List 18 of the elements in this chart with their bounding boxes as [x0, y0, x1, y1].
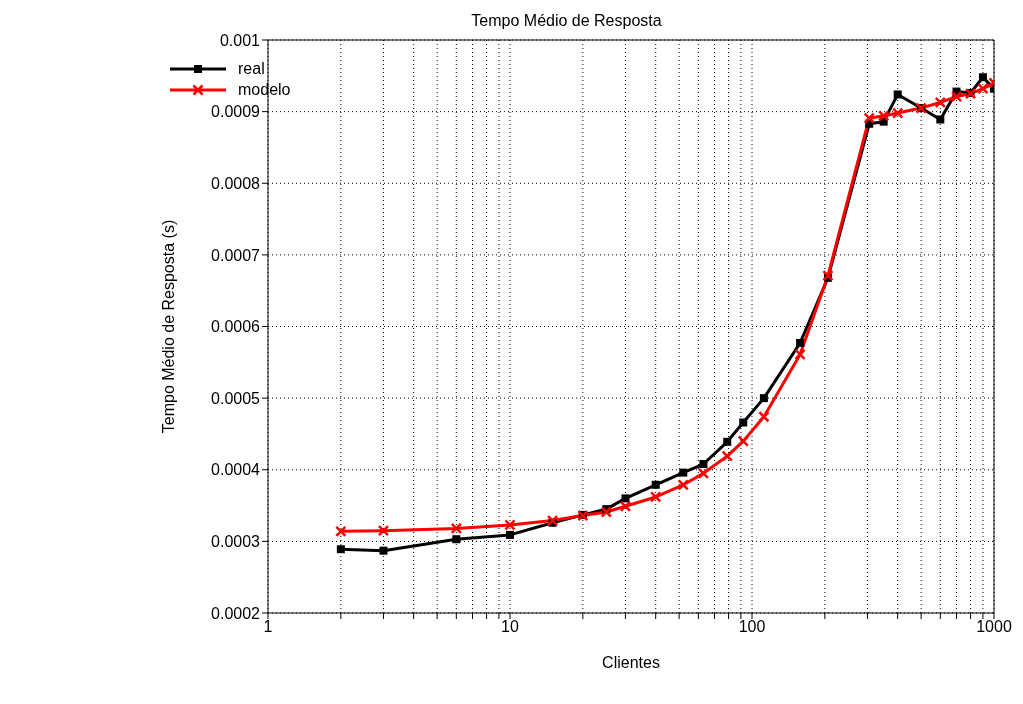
legend-label: real: [238, 59, 265, 78]
y-tick-label: 0.0007: [211, 246, 261, 264]
x-tick-label: 1000: [976, 618, 1012, 636]
y-tick-label: 0.0008: [211, 174, 261, 192]
y-axis-title: Tempo Médio de Resposta (s): [159, 219, 177, 434]
y-tick-label: 0.0003: [211, 533, 261, 551]
y-tick-label: 0.0004: [211, 461, 261, 479]
y-tick-label: 0.0006: [211, 318, 261, 336]
y-tick-label: 0.0005: [211, 389, 261, 407]
y-tick-label: 0.0009: [211, 103, 261, 121]
y-tick-label: 0.0002: [211, 604, 261, 622]
y-tick-label: 0.001: [219, 31, 261, 49]
x-axis-title: Clientes: [602, 654, 660, 671]
x-tick-label: 1: [263, 618, 273, 636]
chart-title: Tempo Médio de Resposta: [470, 12, 663, 30]
legend-label: modelo: [238, 80, 291, 99]
x-tick-label: 10: [501, 618, 519, 636]
x-tick-label: 100: [738, 618, 766, 636]
